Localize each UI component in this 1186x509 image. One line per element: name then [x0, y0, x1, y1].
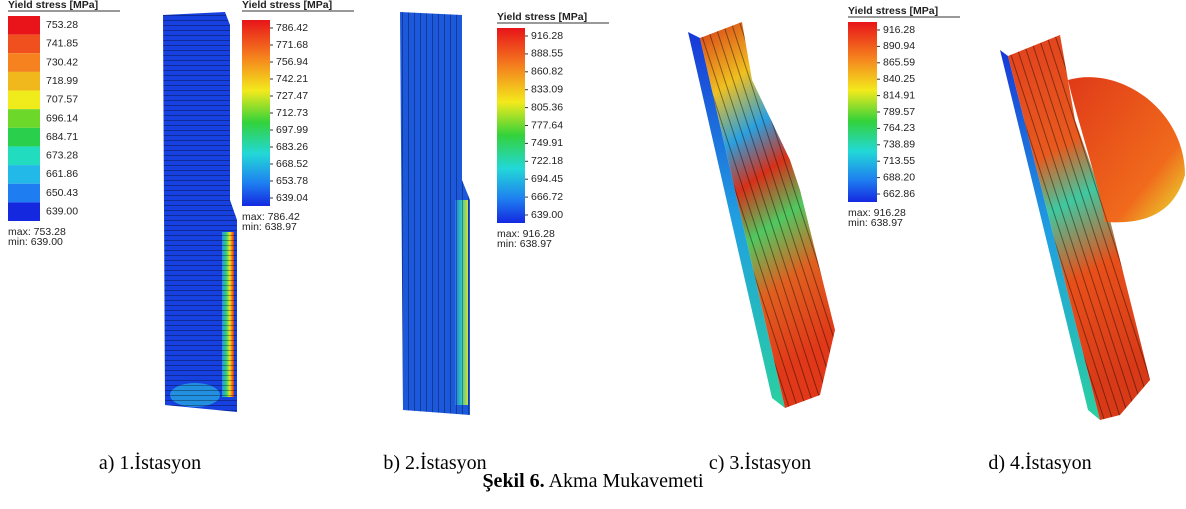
legend-colorbar [242, 20, 270, 206]
legend-swatch [8, 53, 40, 72]
figure-text: Akma Mukavemeti [549, 470, 704, 492]
legend-value: 718.99 [46, 75, 78, 87]
legend-min: min: 638.97 [848, 217, 903, 229]
legend-value: 697.99 [276, 124, 308, 136]
legend-value: 916.28 [883, 24, 915, 36]
legend-swatch [8, 146, 40, 165]
legend-swatch [8, 16, 40, 35]
legend-min: min: 639.00 [8, 236, 63, 248]
legend-value: 684.71 [46, 131, 78, 143]
legend-value: 639.04 [276, 192, 308, 204]
legend-value: 741.85 [46, 38, 78, 50]
legend-value: 756.94 [276, 56, 308, 68]
legend-value: 713.55 [883, 155, 915, 167]
legend-value: 730.42 [46, 56, 78, 68]
legend-value: 753.28 [46, 19, 78, 31]
part-2-model [400, 12, 470, 415]
legend-swatch [8, 109, 40, 128]
panel-caption: a) 1.İstasyon [99, 451, 201, 474]
legend-value: 668.52 [276, 158, 308, 170]
legend-value: 840.25 [883, 73, 915, 85]
legend-value: 694.45 [531, 173, 563, 185]
legend-title: Yield stress [MPa] [8, 0, 98, 11]
figure: Şekil 6. Akma Mukavemeti Yield stress [M… [0, 0, 1186, 509]
legend-value: 722.18 [531, 155, 563, 167]
legend-value: 789.57 [883, 106, 915, 118]
panel-caption: b) 2.İstasyon [383, 451, 486, 474]
legend-swatch [8, 128, 40, 147]
legend-title: Yield stress [MPa] [497, 11, 587, 23]
legend-value: 707.57 [46, 94, 78, 106]
legend-value: 696.14 [46, 112, 78, 124]
legend-value: 639.00 [46, 205, 78, 217]
legend-swatch [8, 35, 40, 54]
legend-colorbar [848, 22, 877, 202]
legend-value: 890.94 [883, 40, 915, 52]
panel-caption: d) 4.İstasyon [988, 451, 1091, 474]
legend-title: Yield stress [MPa] [848, 5, 938, 17]
legend-value: 814.91 [883, 89, 915, 101]
legend-value: 865.59 [883, 57, 915, 69]
legend-value: 661.86 [46, 168, 78, 180]
legend-value: 712.73 [276, 107, 308, 119]
legend-value: 742.21 [276, 73, 308, 85]
legend-swatch [8, 202, 40, 221]
legend-value: 786.42 [276, 22, 308, 34]
legend-value: 916.28 [531, 30, 563, 42]
part-1-model [163, 12, 237, 412]
legend-min: min: 638.97 [497, 238, 552, 250]
legend-value: 673.28 [46, 150, 78, 162]
legend-value: 888.55 [531, 48, 563, 60]
legend-value: 666.72 [531, 191, 563, 203]
legend-swatch [8, 184, 40, 203]
legend-value: 738.89 [883, 139, 915, 151]
legend-colorbar [497, 28, 525, 223]
legend-value: 662.86 [883, 188, 915, 200]
legend-min: min: 638.97 [242, 221, 297, 233]
mesh-lines [163, 12, 237, 412]
part-3-model [688, 22, 835, 408]
legend-value: 727.47 [276, 90, 308, 102]
panel-caption: c) 3.İstasyon [709, 451, 811, 474]
mesh-lines [400, 12, 470, 415]
legend-value: 653.78 [276, 175, 308, 187]
legend-value: 833.09 [531, 83, 563, 95]
legend-value: 688.20 [883, 171, 915, 183]
legend-title: Yield stress [MPa] [242, 0, 332, 11]
legend-value: 749.91 [531, 137, 563, 149]
legend-value: 860.82 [531, 66, 563, 78]
legend-value: 777.64 [531, 119, 563, 131]
figure-label: Şekil 6. [482, 470, 544, 492]
part-4-model [1000, 35, 1185, 420]
legend-value: 683.26 [276, 141, 308, 153]
legend-swatch [8, 72, 40, 91]
legend-value: 771.68 [276, 39, 308, 51]
legend-swatch [8, 91, 40, 110]
legend-value: 650.43 [46, 187, 78, 199]
legend-value: 639.00 [531, 209, 563, 221]
legend-swatch [8, 165, 40, 184]
figure-caption: Şekil 6. Akma Mukavemeti [482, 470, 704, 492]
legend-value: 805.36 [531, 101, 563, 113]
legend-value: 764.23 [883, 122, 915, 134]
